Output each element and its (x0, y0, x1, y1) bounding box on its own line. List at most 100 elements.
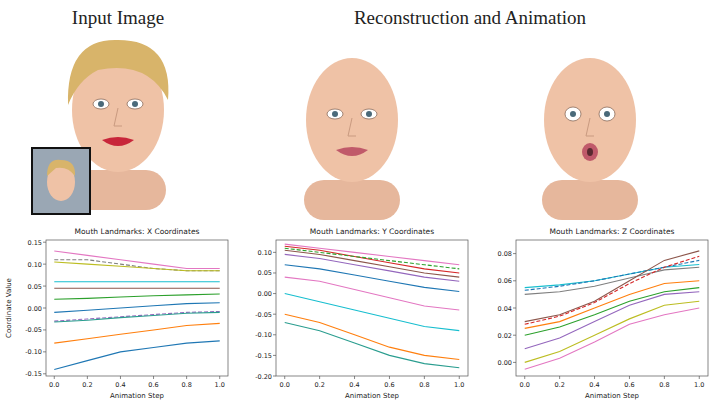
y-tick (513, 253, 516, 254)
y-tick-label: -0.20 (255, 373, 272, 381)
series-line (525, 264, 700, 287)
series-line (525, 292, 700, 349)
y-axis-title: Coordinate Value (5, 278, 13, 338)
plot-frame (46, 240, 228, 376)
x-tick-label: 0.2 (82, 381, 92, 389)
x-tick-label: 1.0 (215, 381, 225, 389)
chart-panel: Mouth Landmarks: Y Coordinates -0.20 -0.15… (255, 227, 468, 400)
x-tick-label: 0.2 (314, 381, 324, 389)
series-line (285, 314, 460, 359)
x-tick-label: 0.0 (280, 381, 290, 389)
series-line (54, 288, 219, 289)
y-tick (273, 314, 276, 315)
nose (348, 118, 356, 136)
y-tick (43, 308, 46, 309)
y-tick (273, 376, 276, 377)
x-tick-label: 0.6 (624, 381, 634, 389)
nose (114, 108, 122, 126)
y-tick-label: 0.08 (498, 250, 512, 258)
series-line (54, 312, 219, 322)
x-tick (153, 376, 154, 379)
series-line (285, 246, 460, 273)
y-tick-label: 0.10 (28, 261, 42, 269)
y-tick-label: 0.00 (28, 305, 42, 313)
lips (582, 143, 598, 161)
x-tick (87, 376, 88, 379)
y-tick (513, 280, 516, 281)
x-tick-label: 0.4 (115, 381, 125, 389)
eye (599, 107, 615, 121)
face-bg (520, 42, 660, 222)
series-line (54, 262, 219, 271)
iris (604, 111, 610, 117)
series-line (54, 281, 219, 282)
y-tick-label: -0.15 (255, 352, 272, 360)
series-line (285, 244, 460, 265)
hair (68, 40, 168, 105)
x-tick (186, 376, 187, 379)
face-illustration (282, 42, 422, 222)
x-tick (54, 376, 55, 379)
y-tick (43, 329, 46, 330)
y-tick-label: -0.15 (25, 370, 42, 378)
eye (565, 107, 581, 121)
x-tick (319, 376, 320, 379)
lips (102, 137, 134, 146)
face-bg (48, 32, 188, 212)
iris (98, 101, 104, 107)
lips (336, 147, 368, 156)
y-tick (273, 293, 276, 294)
face-illustration (520, 42, 660, 222)
series-line (54, 323, 219, 343)
nose (586, 118, 594, 136)
series-line (525, 251, 700, 322)
x-tick (699, 376, 700, 379)
x-tick-label: 0.8 (659, 381, 669, 389)
y-tick-label: 0.05 (258, 269, 272, 277)
series-line (54, 303, 219, 313)
lines (525, 251, 700, 369)
x-tick (284, 376, 285, 379)
heading: Input Image (72, 7, 164, 28)
x-tick-label: 0.6 (148, 381, 158, 389)
series-line (285, 277, 460, 310)
series-line (525, 260, 700, 290)
y-tick-label: 0.00 (258, 290, 272, 298)
y-tick-label: 0.00 (498, 359, 512, 367)
chart-title: Mouth Landmarks: X Coordinates (75, 227, 200, 236)
x-tick-label: 0.4 (349, 381, 359, 389)
y-tick (43, 286, 46, 287)
x-tick-label: 0.6 (384, 381, 394, 389)
x-tick (120, 376, 121, 379)
x-tick-label: 1.0 (694, 381, 704, 389)
heading: Reconstruction and Animation (354, 7, 587, 28)
series-line (54, 341, 219, 370)
face-bg (282, 42, 422, 222)
chart-title: Mouth Landmarks: Y Coordinates (310, 227, 434, 236)
y-tick-label: -0.05 (255, 311, 272, 319)
x-tick (559, 376, 560, 379)
x-axis-title: Animation Step (585, 392, 639, 400)
y-tick-label: 0.10 (258, 249, 272, 257)
y-tick (513, 335, 516, 336)
series-line (54, 312, 219, 322)
y-tick (43, 373, 46, 374)
x-tick-label: 0.2 (554, 381, 564, 389)
lines (285, 244, 460, 368)
face-illustration (48, 32, 188, 212)
y-tick (273, 272, 276, 273)
series-line (285, 322, 460, 367)
iris (132, 101, 138, 107)
series-line (285, 265, 460, 292)
x-tick (459, 376, 460, 379)
eye (127, 99, 143, 109)
series-line (54, 260, 219, 271)
x-tick-label: 0.8 (419, 381, 429, 389)
x-tick (629, 376, 630, 379)
y-tick (43, 242, 46, 243)
figure: Input Image Reconstruction and Animation M… (0, 0, 720, 406)
y-tick (273, 252, 276, 253)
y-tick-label: -0.05 (25, 326, 42, 334)
iris (332, 111, 338, 117)
y-tick-label: 0.15 (28, 239, 42, 247)
